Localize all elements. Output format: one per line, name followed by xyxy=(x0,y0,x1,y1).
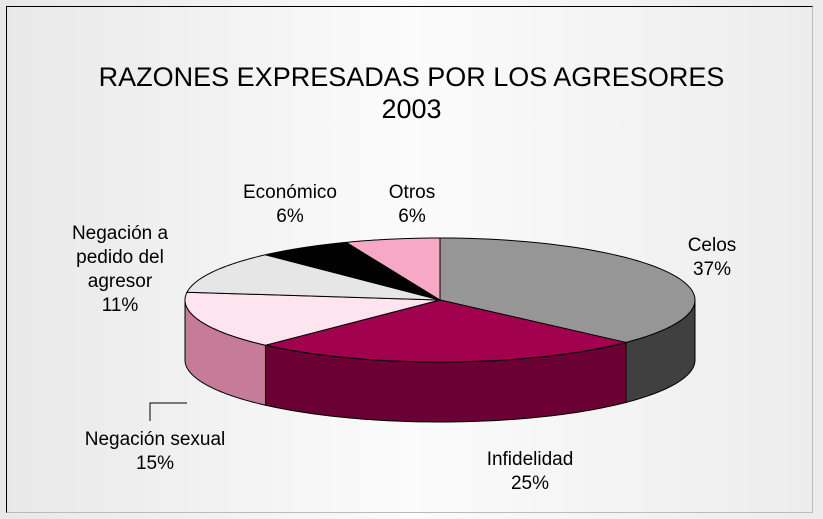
frame xyxy=(6,6,813,513)
slice xyxy=(439,237,696,343)
chart-subtitle: 2003 xyxy=(381,94,442,124)
value-label: 37% xyxy=(692,259,732,280)
slice xyxy=(344,237,441,301)
slice-label: Celos 37% xyxy=(688,234,737,282)
category-label: Infidelidad xyxy=(486,449,574,470)
category-label: Negación sexual xyxy=(84,429,226,450)
value-label: 11% xyxy=(101,295,139,316)
slice-label: Negación sexual 15% xyxy=(85,428,225,476)
slice xyxy=(184,291,441,346)
slice-label: Otros 6% xyxy=(389,181,435,229)
slice-label: Infidelidad 25% xyxy=(487,448,574,496)
category-label: Celos xyxy=(687,235,737,256)
category-label: Económico xyxy=(243,182,337,203)
slice-label: Económico 6% xyxy=(243,181,337,229)
chart-title: RAZONES EXPRESADAS POR LOS AGRESORES xyxy=(98,62,725,92)
value-label: 25% xyxy=(510,473,550,494)
value-label: 15% xyxy=(135,453,175,474)
value-label: 6% xyxy=(398,206,426,227)
slice-label: Negación a pedido del agresor 11% xyxy=(55,222,185,318)
slice xyxy=(265,299,627,363)
slice xyxy=(265,241,441,301)
category-label: Otros xyxy=(388,182,436,203)
slice xyxy=(186,254,441,301)
value-label: 6% xyxy=(276,206,304,227)
leader-line xyxy=(149,402,187,421)
category-label: Negación a pedido del agresor xyxy=(71,223,169,292)
